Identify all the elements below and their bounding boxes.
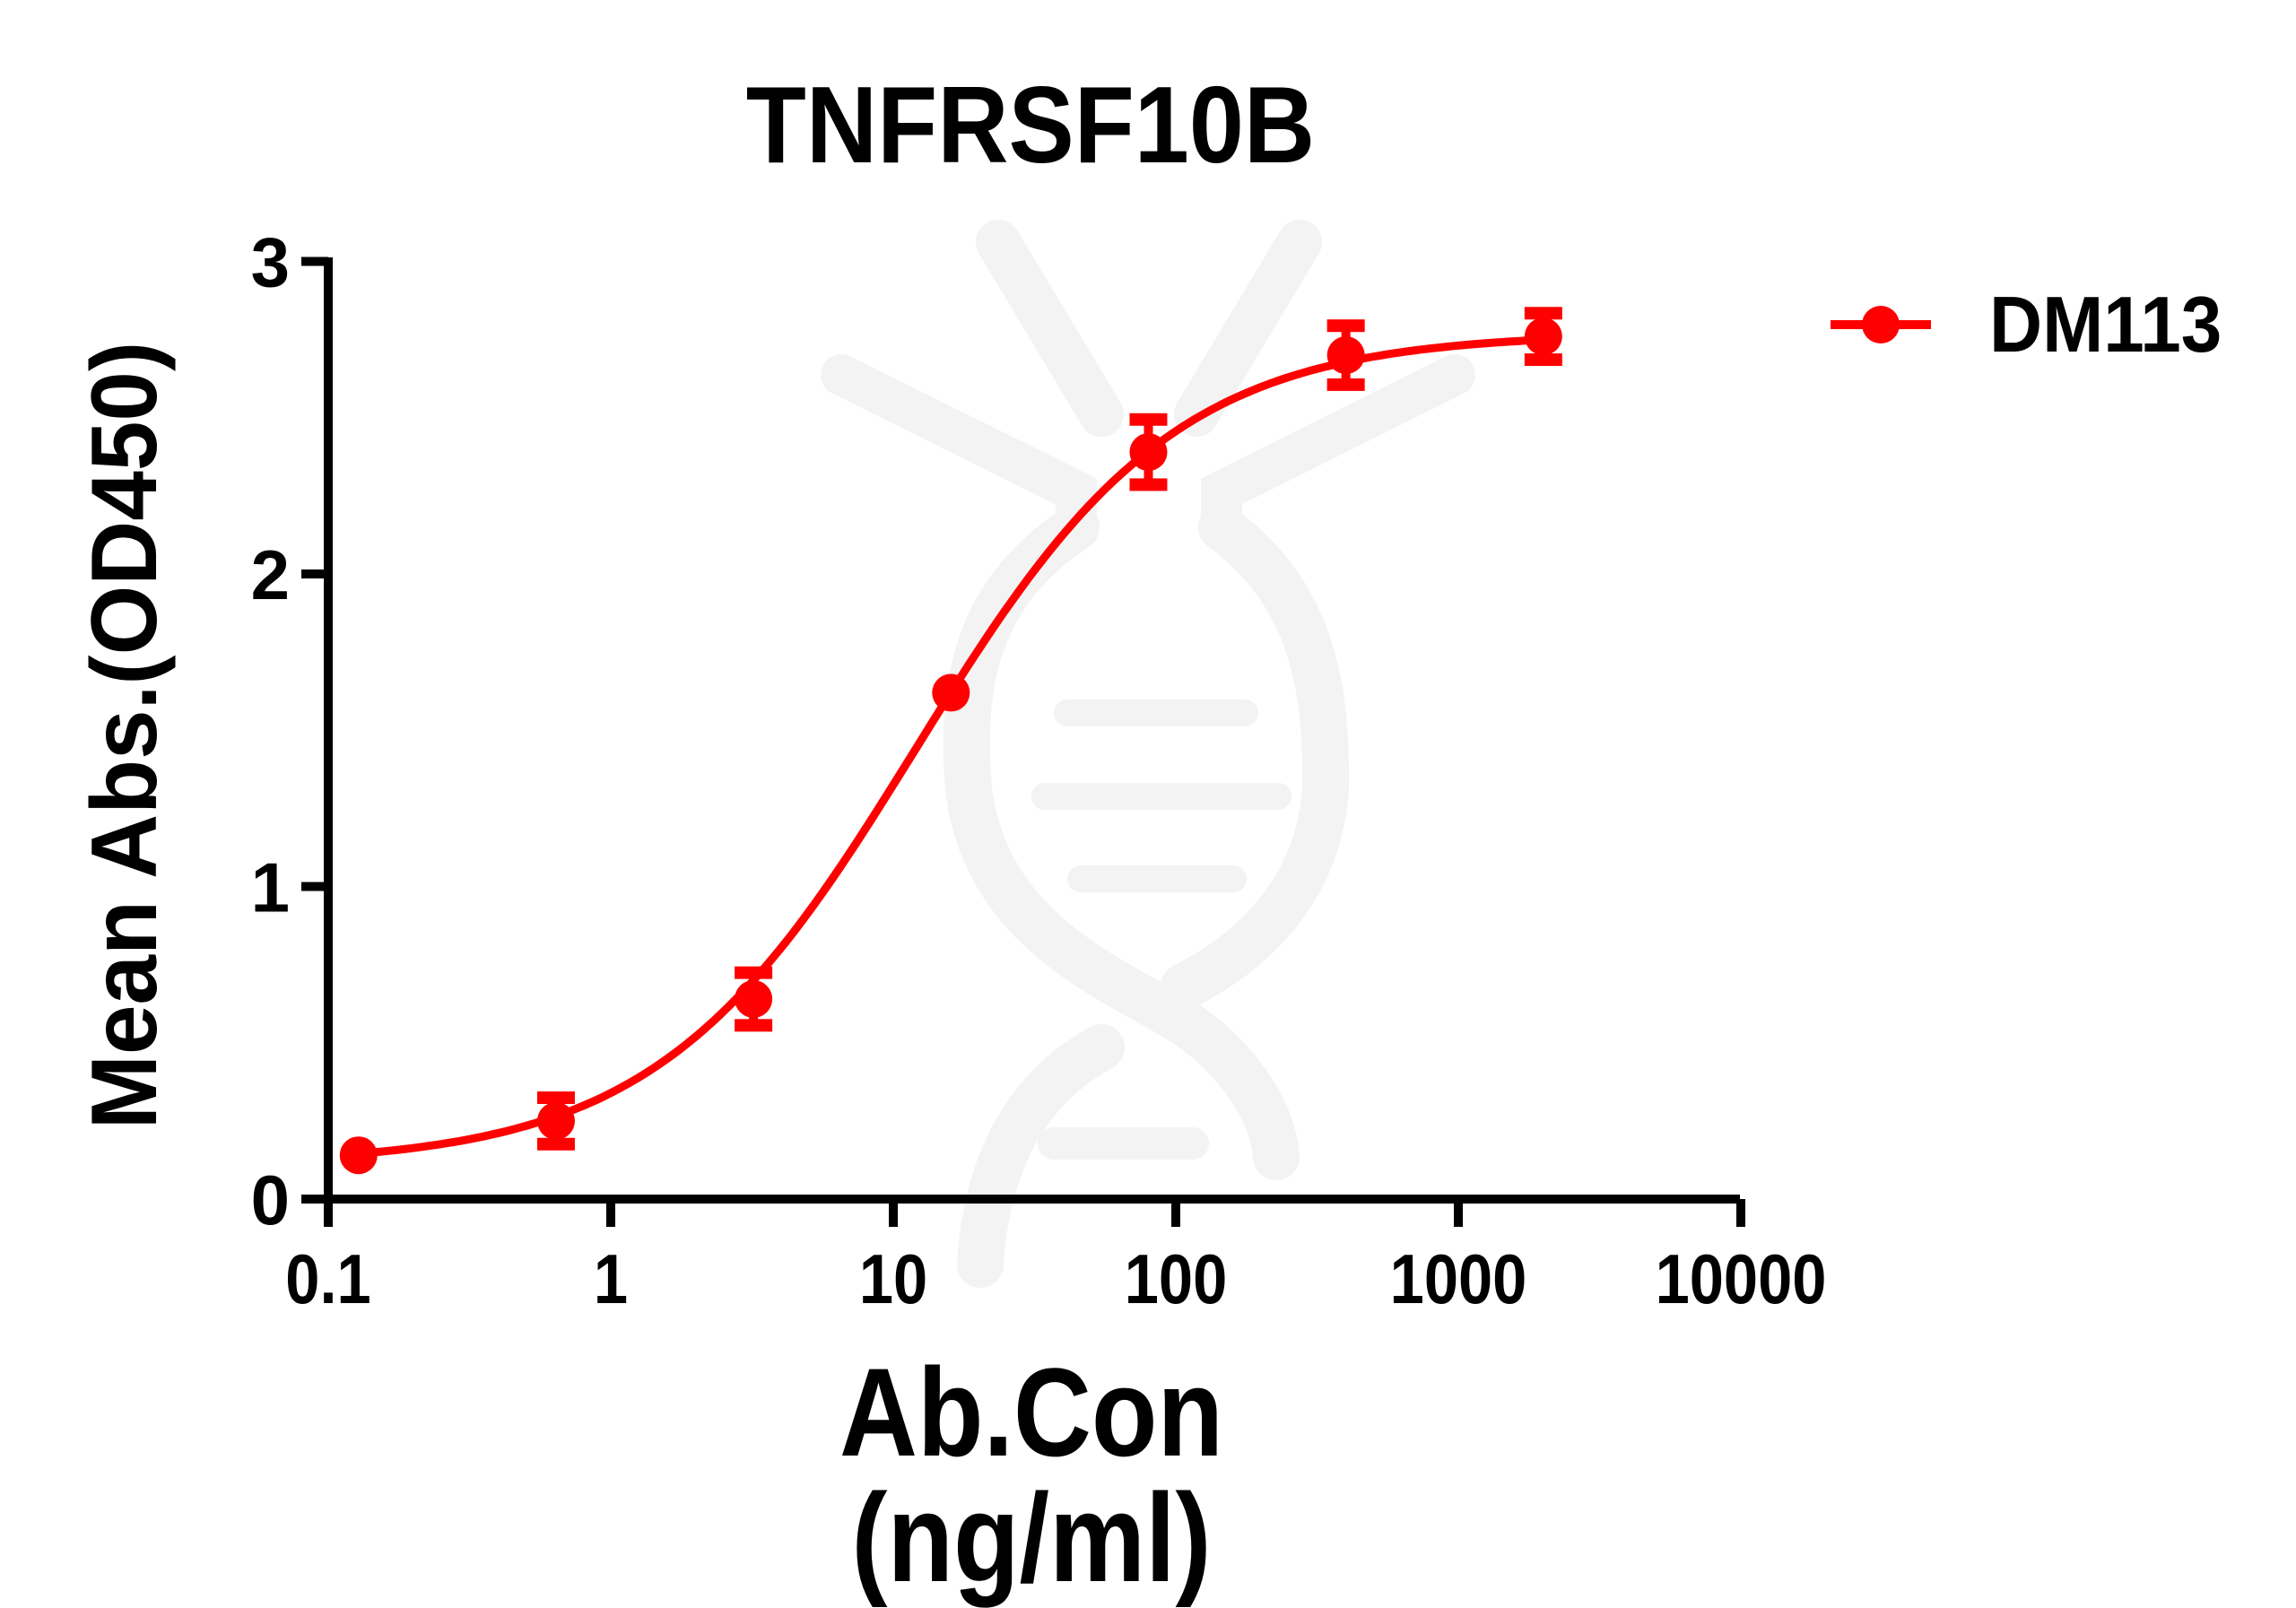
x-tick-label: 0.1 (285, 1239, 370, 1318)
data-point (536, 1091, 575, 1151)
error-cap-bottom (1129, 478, 1168, 491)
error-cap-bottom (536, 1137, 575, 1151)
x-tick-label: 10000 (1656, 1239, 1827, 1318)
data-points-dm113 (339, 307, 1562, 1175)
marker-circle (1524, 317, 1562, 356)
error-cap-top (1129, 413, 1168, 426)
data-point (932, 674, 970, 712)
marker-circle (1129, 433, 1168, 472)
y-tick-label: 0 (251, 1160, 290, 1239)
x-tick-label: 10 (859, 1239, 927, 1318)
legend-marker (1862, 306, 1900, 343)
x-tick-labels: 0.1 1 10 100 1000 10000 (285, 1239, 1826, 1318)
y-tick-labels: 0 1 2 3 (251, 223, 290, 1240)
error-cap-top (735, 966, 773, 979)
legend-label-dm113: DM113 (1989, 280, 2222, 369)
x-tick-label: 100 (1125, 1239, 1228, 1318)
marker-circle (536, 1101, 575, 1140)
data-point (735, 966, 773, 1032)
data-point (1129, 413, 1168, 491)
chart-title: TNFRSF10B (745, 64, 1316, 186)
data-point (339, 1136, 378, 1175)
x-axis-label: Ab.Con (ng/ml) (839, 1342, 1223, 1608)
marker-circle (932, 674, 970, 712)
y-tick-label: 3 (251, 223, 290, 302)
x-tick-label: 1 (594, 1239, 628, 1318)
error-cap-top (1326, 319, 1365, 333)
chart-plot-area: 0 1 2 3 0.1 1 10 100 1000 10000 (251, 220, 1931, 1318)
marker-circle (1326, 336, 1365, 375)
y-axis-label: Mean Abs.(OD450) (73, 341, 177, 1130)
legend-symbol (1831, 306, 1931, 343)
marker-circle (339, 1136, 378, 1175)
data-point (1524, 307, 1562, 367)
error-cap-top (1524, 307, 1562, 320)
watermark-dna-logo (821, 220, 1475, 1288)
marker-circle (735, 979, 773, 1018)
error-cap-bottom (1524, 353, 1562, 367)
data-point (1326, 319, 1365, 391)
error-cap-bottom (735, 1019, 773, 1032)
x-tick-label: 1000 (1390, 1239, 1527, 1318)
axes (301, 256, 1745, 1227)
y-tick-label: 1 (251, 848, 290, 927)
error-cap-bottom (1326, 378, 1365, 391)
error-cap-top (536, 1091, 575, 1104)
y-tick-label: 2 (251, 535, 290, 614)
